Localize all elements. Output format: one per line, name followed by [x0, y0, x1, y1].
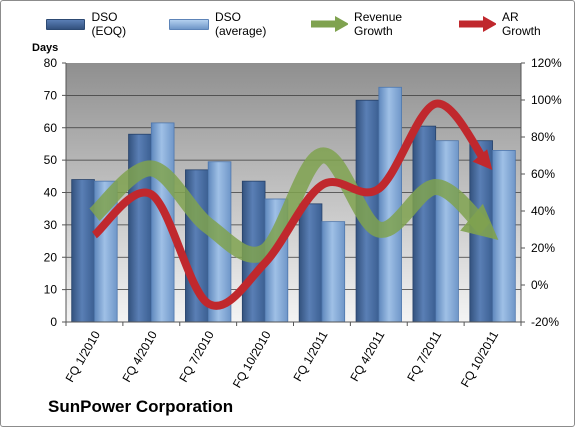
legend-swatch-dso-average [169, 18, 209, 30]
y2-tick-label: 0% [531, 278, 549, 292]
legend-item-dso-eoq: DSO (EOQ) [46, 10, 151, 38]
legend-swatch-dso-eoq [46, 18, 86, 30]
bar-dso-average [378, 86, 402, 323]
y-tick-label: 50 [44, 153, 58, 167]
x-tick-label: FQ 1/2010 [63, 328, 104, 384]
bar-dso-average [492, 150, 516, 323]
y2-axis-ticks: -20% 0% 20% 40% 60% 80% 100% 120% [521, 56, 562, 329]
y2-tick-label: 100% [531, 93, 562, 107]
legend-item-dso-average: DSO (average) [169, 10, 290, 38]
x-tick-label: FQ 7/2011 [404, 328, 444, 384]
y-tick-label: 70 [44, 88, 58, 102]
x-tick-label: FQ 1/2011 [291, 328, 331, 384]
y-axis-ticks: 0 10 20 30 40 50 60 70 80 [44, 56, 66, 329]
y2-tick-label: 80% [531, 130, 555, 144]
chart-title: SunPower Corporation [48, 397, 234, 416]
y2-tick-label: 40% [531, 204, 555, 218]
bar-dso-eoq [71, 179, 95, 323]
legend: DSO (EOQ) DSO (average) Revenue Growth A… [46, 10, 575, 38]
x-tick-label: FQ 4/2010 [119, 328, 160, 384]
legend-label-revenue-growth: Revenue Growth [354, 10, 403, 38]
y-tick-label: 0 [50, 315, 57, 329]
y-tick-label: 20 [44, 250, 58, 264]
y2-tick-label: 20% [531, 241, 555, 255]
bar-dso-average [435, 140, 459, 323]
growth-lines [88, 99, 499, 310]
y-tick-label: 30 [44, 218, 58, 232]
bar-dso-eoq [412, 125, 437, 323]
revenue-growth-line [88, 147, 499, 263]
legend-item-ar-growth: AR Growth [457, 10, 557, 38]
legend-arrow-red-icon [458, 16, 496, 32]
legend-label-ar-growth: AR Growth [501, 10, 541, 38]
y-tick-label: 40 [44, 186, 58, 200]
legend-arrow-green-icon [310, 16, 349, 32]
legend-item-revenue-growth: Revenue Growth [309, 10, 439, 38]
y2-tick-label: 60% [531, 167, 555, 181]
y2-tick-label: 120% [531, 56, 562, 70]
x-tick-label: FQ 10/2011 [458, 328, 502, 389]
y-tick-label: 10 [44, 283, 58, 297]
x-tick-label: FQ 4/2011 [347, 328, 387, 384]
x-tick-label: FQ 10/2010 [230, 328, 274, 390]
y-tick-label: 60 [44, 121, 58, 135]
x-tick-label: FQ 7/2010 [176, 328, 217, 384]
bar-dso-average [321, 221, 346, 323]
bar-dso-eoq [298, 203, 323, 323]
legend-label-dso-average: DSO (average) [214, 10, 267, 38]
ar-growth-line [91, 99, 493, 310]
y-tick-label: 80 [44, 56, 58, 70]
y-axis-title: Days [32, 42, 59, 54]
x-axis-ticks: FQ 1/2010 FQ 4/2010 FQ 7/2010 FQ 10/2010 FQ … [63, 322, 522, 390]
y2-tick-label: -20% [531, 315, 559, 329]
legend-label-dso-eoq: DSO (EOQ) [91, 10, 127, 38]
